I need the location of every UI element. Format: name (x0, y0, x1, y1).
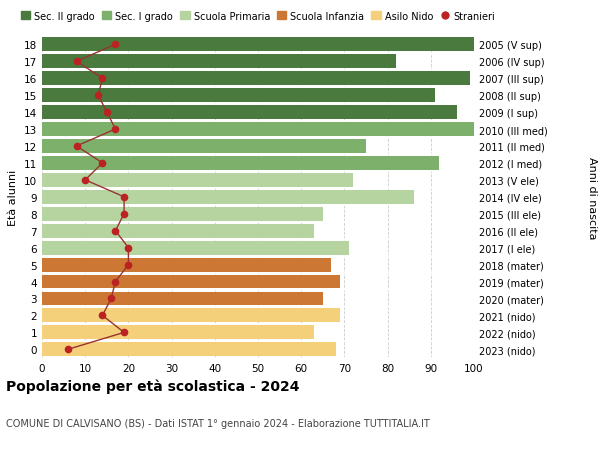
Text: Anni di nascita: Anni di nascita (587, 156, 597, 239)
Text: COMUNE DI CALVISANO (BS) - Dati ISTAT 1° gennaio 2024 - Elaborazione TUTTITALIA.: COMUNE DI CALVISANO (BS) - Dati ISTAT 1°… (6, 418, 430, 428)
Bar (42, 342, 336, 357)
Bar (42, 326, 314, 340)
Bar (42, 72, 470, 86)
Bar (42, 241, 349, 255)
Bar (42, 106, 457, 120)
Bar (42, 55, 396, 69)
Bar (42, 157, 439, 170)
Bar (42, 309, 340, 323)
Y-axis label: Età alunni: Età alunni (8, 169, 19, 225)
Bar (42, 224, 314, 238)
Legend: Sec. II grado, Sec. I grado, Scuola Primaria, Scuola Infanzia, Asilo Nido, Stran: Sec. II grado, Sec. I grado, Scuola Prim… (17, 8, 499, 25)
Bar (42, 140, 366, 154)
Bar (42, 174, 353, 187)
Bar (42, 275, 340, 289)
Bar (42, 190, 413, 204)
Bar (42, 123, 474, 137)
Bar (42, 207, 323, 221)
Bar (42, 258, 331, 272)
Bar (42, 292, 323, 306)
Text: Popolazione per età scolastica - 2024: Popolazione per età scolastica - 2024 (6, 379, 299, 393)
Bar (42, 89, 435, 103)
Bar (42, 38, 474, 52)
